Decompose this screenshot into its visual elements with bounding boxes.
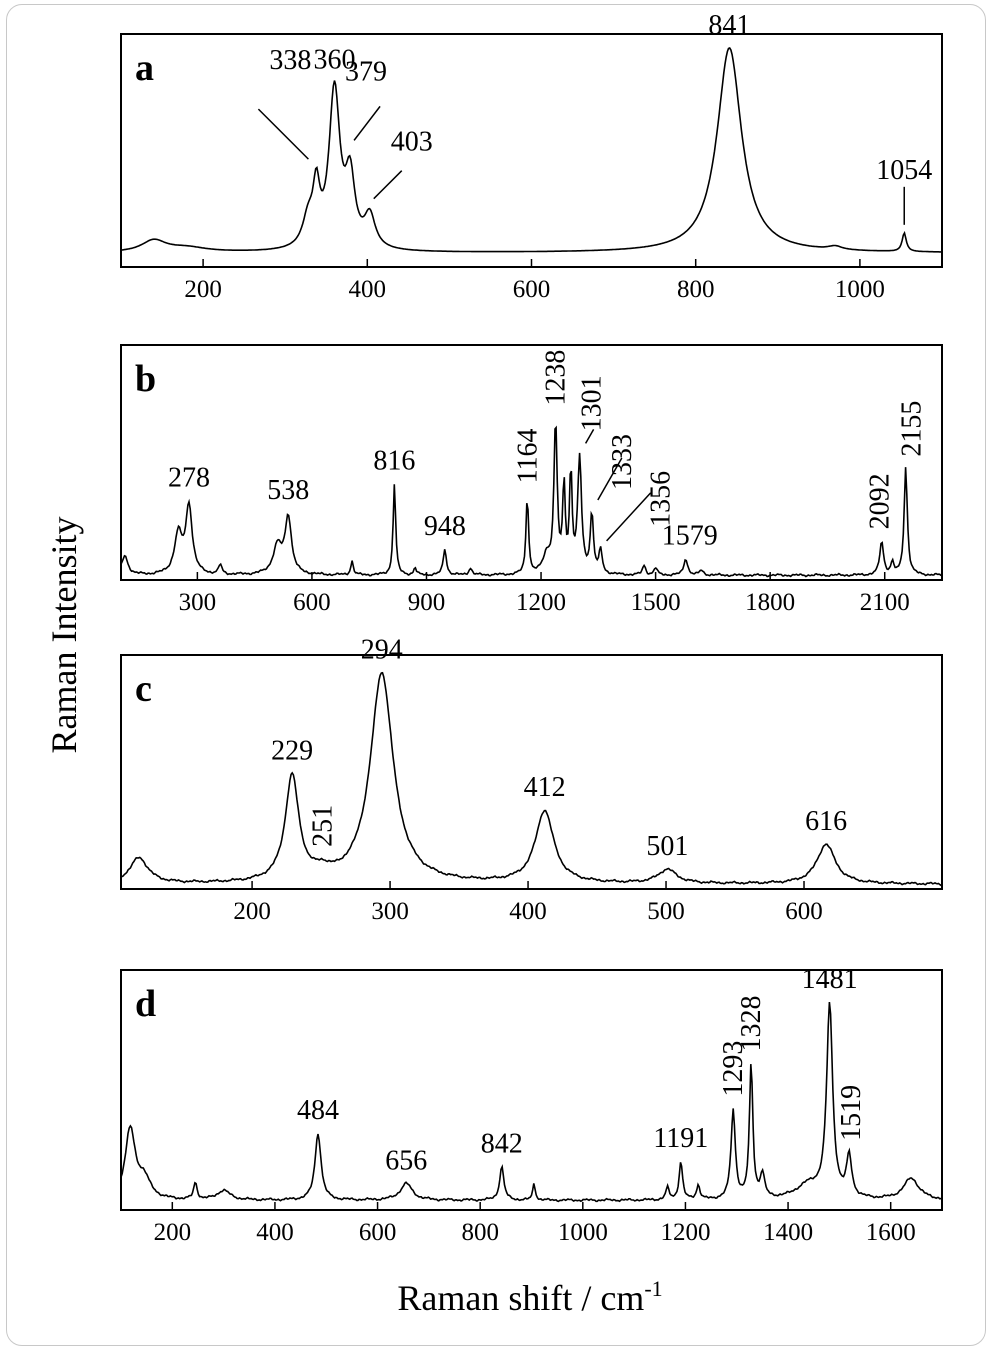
peak-label: 1054 xyxy=(876,155,932,186)
x-tick-label: 200 xyxy=(233,898,271,925)
peak-label: 616 xyxy=(805,806,847,837)
x-tick-label: 300 xyxy=(179,589,217,616)
peak-label: 1191 xyxy=(653,1123,708,1154)
x-axis-label-text: Raman shift / cm xyxy=(397,1278,644,1318)
x-tick-label: 600 xyxy=(293,589,331,616)
peak-label: 1238 xyxy=(541,350,572,406)
spectrum-line-a xyxy=(120,46,942,253)
peak-label: 1164 xyxy=(512,428,543,483)
x-tick-label: 600 xyxy=(359,1219,397,1246)
peak-label: 656 xyxy=(385,1145,427,1176)
peak-leader-line xyxy=(606,492,652,542)
x-tick-label: 1600 xyxy=(866,1219,916,1246)
x-tick-label: 200 xyxy=(154,1219,192,1246)
x-tick-label: 1800 xyxy=(745,589,795,616)
peak-label: 538 xyxy=(267,475,309,506)
x-tick-label: 1000 xyxy=(835,276,885,303)
spectrum-line-d xyxy=(120,1002,943,1203)
peak-label: 1519 xyxy=(836,1085,867,1141)
x-tick-label: 900 xyxy=(408,589,446,616)
x-tick-label: 600 xyxy=(785,898,823,925)
peak-label: 1333 xyxy=(607,434,638,490)
peak-leader-line xyxy=(597,457,623,501)
spectrum-line-c xyxy=(120,671,943,887)
plot-frame-b xyxy=(120,344,943,581)
peak-leader-line xyxy=(584,428,595,444)
peak-label: 1328 xyxy=(736,995,767,1051)
x-tick-label: 800 xyxy=(677,276,715,303)
plot-frame-d xyxy=(120,969,943,1211)
x-tick-label: 400 xyxy=(509,898,547,925)
peak-leader-line xyxy=(257,108,309,160)
peak-label: 816 xyxy=(373,445,415,476)
y-axis-label: Raman Intensity xyxy=(44,517,84,754)
figure-frame xyxy=(6,4,986,1346)
x-tick-label: 1400 xyxy=(763,1219,813,1246)
panel-b: b 300 600 900 1200 1500 1800 2100 278 538 816 948 11… xyxy=(120,344,943,616)
peak-label: 412 xyxy=(524,772,566,803)
x-tick-label: 400 xyxy=(256,1219,294,1246)
panel-d: d 200 400 600 800 1000 1200 1400 1600 484 656 842 11… xyxy=(120,964,943,1246)
peak-label: 1579 xyxy=(662,520,718,551)
spectrum-line-b xyxy=(120,425,943,578)
peak-label: 379 xyxy=(345,56,387,87)
x-axis-label: Raman shift / cm-1 xyxy=(397,1276,662,1318)
peak-label: 294 xyxy=(361,634,403,665)
panel-letter-d: d xyxy=(135,983,156,1025)
panel-c: c 200 300 400 500 600 229 251 294 412 501 616 xyxy=(120,634,943,925)
plot-frame-c xyxy=(120,654,943,890)
peak-label: 841 xyxy=(708,10,750,41)
peak-label: 2155 xyxy=(897,401,928,457)
peak-label: 484 xyxy=(297,1095,339,1126)
peak-label: 1301 xyxy=(577,375,608,431)
x-tick-label: 1200 xyxy=(660,1219,710,1246)
panel-letter-b: b xyxy=(135,358,156,400)
peak-label: 278 xyxy=(168,463,210,494)
peak-label: 1293 xyxy=(718,1041,749,1097)
x-tick-label: 800 xyxy=(461,1219,499,1246)
peak-leader-line xyxy=(373,170,403,200)
peak-label: 360 xyxy=(313,45,355,76)
x-tick-label: 500 xyxy=(647,898,685,925)
x-tick-label: 600 xyxy=(513,276,551,303)
panel-letter-c: c xyxy=(135,668,152,710)
peak-label: 1481 xyxy=(802,964,858,995)
peak-label: 229 xyxy=(271,735,313,766)
x-axis-label-superscript: -1 xyxy=(644,1276,662,1301)
peak-label: 948 xyxy=(424,511,466,542)
peak-label: 2092 xyxy=(865,473,896,529)
x-tick-label: 400 xyxy=(349,276,387,303)
peak-label: 403 xyxy=(391,127,433,158)
peak-label: 842 xyxy=(481,1129,523,1160)
x-tick-label: 300 xyxy=(371,898,409,925)
x-tick-label: 1200 xyxy=(516,589,566,616)
x-tick-label: 2100 xyxy=(860,589,910,616)
plot-frame-a xyxy=(120,33,943,268)
peak-label: 1356 xyxy=(646,471,677,527)
x-tick-label: 1500 xyxy=(631,589,681,616)
peak-label: 251 xyxy=(307,805,338,847)
x-tick-label: 200 xyxy=(184,276,222,303)
x-tick-label: 1000 xyxy=(558,1219,608,1246)
peak-label: 338 xyxy=(269,45,311,76)
peak-leader-line xyxy=(353,105,381,141)
panel-letter-a: a xyxy=(135,47,154,89)
peak-label: 501 xyxy=(646,831,688,862)
